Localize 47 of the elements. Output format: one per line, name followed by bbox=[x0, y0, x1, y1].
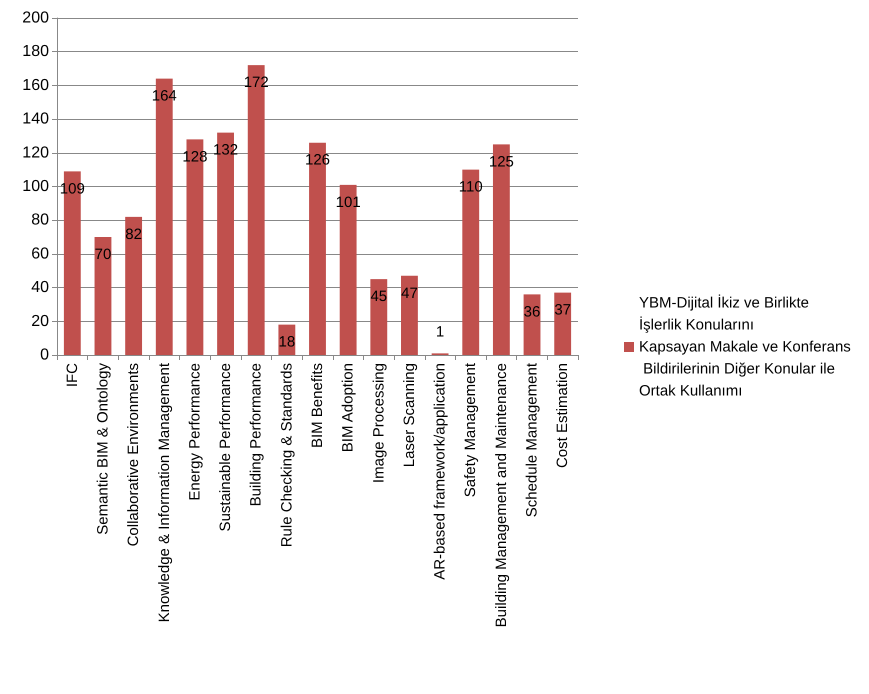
data-label: 36 bbox=[524, 303, 540, 320]
y-tick-label: 0 bbox=[40, 346, 50, 364]
data-label: 70 bbox=[94, 246, 112, 264]
data-label: 110 bbox=[458, 178, 483, 196]
y-tick-label: 100 bbox=[22, 178, 50, 195]
x-tick-label: Sustainable Performance bbox=[217, 363, 234, 532]
x-tick-label: Laser Scanning bbox=[400, 363, 418, 468]
x-tick-label: Building Performance bbox=[248, 363, 265, 506]
y-tick-label: 140 bbox=[22, 110, 50, 128]
x-tick-label: Schedule Management bbox=[524, 362, 541, 518]
data-label: 109 bbox=[60, 180, 85, 198]
bar bbox=[370, 279, 388, 355]
x-tick-label: BIM Benefits bbox=[309, 363, 326, 448]
y-tick-label: 40 bbox=[31, 279, 50, 296]
data-label: 132 bbox=[213, 142, 238, 159]
data-label: 45 bbox=[370, 288, 388, 306]
y-tick-label: 200 bbox=[22, 10, 50, 26]
x-tick-label: IFC bbox=[64, 362, 81, 388]
x-tick-label: AR-based framework/application bbox=[432, 363, 449, 580]
x-tick-label: Knowledge & Information Management bbox=[156, 362, 173, 622]
y-tick-label: 180 bbox=[22, 43, 50, 60]
bar bbox=[401, 276, 418, 355]
x-tick-label: BIM Adoption bbox=[340, 363, 357, 452]
data-label: 82 bbox=[125, 226, 142, 243]
legend-label: YBM-Dijital İkiz ve Birlikte İşlerlik Konularını Kapsayan Makale ve Konferans Bildirilerinin Diğer Konular ile Ortak Kullanımı bbox=[639, 294, 851, 400]
bar bbox=[94, 237, 112, 355]
data-label: 37 bbox=[554, 302, 572, 319]
y-tick-label: 160 bbox=[22, 76, 50, 94]
data-label: 18 bbox=[278, 334, 296, 351]
x-tick-label: Safety Management bbox=[462, 362, 480, 498]
x-tick-label: Image Processing bbox=[370, 363, 388, 484]
data-label: 47 bbox=[401, 284, 418, 302]
data-label: 1 bbox=[436, 323, 444, 340]
x-tick-label: Semantic BIM & Ontology bbox=[94, 362, 112, 535]
bar bbox=[524, 294, 540, 355]
x-tick-label: Building Management and Maintenance bbox=[492, 363, 510, 628]
x-tick-label: Rule Checking & Standards bbox=[278, 363, 296, 548]
bar bbox=[554, 292, 572, 355]
x-tick-label: Collaborative Environments bbox=[125, 363, 142, 546]
bar bbox=[125, 216, 142, 355]
y-tick-label: 80 bbox=[31, 212, 50, 229]
data-label: 172 bbox=[244, 74, 269, 92]
y-tick-label: 20 bbox=[31, 312, 50, 330]
x-tick-label: Cost Estimation bbox=[554, 363, 572, 468]
y-tick-label: 60 bbox=[31, 245, 50, 262]
x-tick-label: Energy Performance bbox=[186, 363, 204, 501]
y-tick-label: 120 bbox=[22, 144, 50, 162]
